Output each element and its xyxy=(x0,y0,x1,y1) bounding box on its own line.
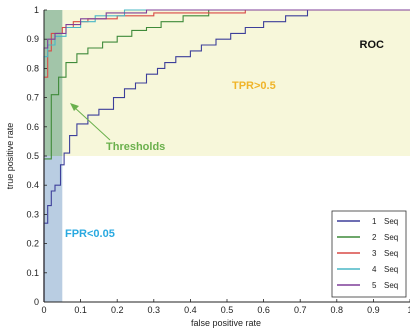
x-tick-label: 0.4 xyxy=(184,305,197,315)
overlap-region xyxy=(44,10,63,156)
y-tick-label: 1 xyxy=(34,5,39,15)
x-tick-label: 0.2 xyxy=(111,305,124,315)
fpr-label: FPR<0.05 xyxy=(65,228,115,240)
x-tick-label: 0.8 xyxy=(331,305,344,315)
x-tick-label: 0.9 xyxy=(367,305,380,315)
thresholds-label: Thresholds xyxy=(106,141,165,153)
legend-suffix-1: Seq xyxy=(384,217,398,226)
x-tick-label: 0 xyxy=(41,305,46,315)
legend-suffix-2: Seq xyxy=(384,233,398,242)
y-tick-label: 0.5 xyxy=(26,151,39,161)
x-axis-label: false positive rate xyxy=(191,318,261,328)
x-tick-label: 0.1 xyxy=(74,305,87,315)
x-tick-label: 1 xyxy=(407,305,410,315)
series-layer xyxy=(43,9,410,302)
legend-label-2: 2 xyxy=(372,233,377,242)
y-tick-label: 0.6 xyxy=(26,122,39,132)
x-tick-label: 0.6 xyxy=(257,305,270,315)
y-tick-label: 0.1 xyxy=(26,268,39,278)
legend: 1 Seq 2 Seq 3 Seq 4 Seq 5 Seq xyxy=(331,210,407,298)
y-tick-label: 0.2 xyxy=(26,239,39,249)
plot-background xyxy=(44,10,410,302)
thresholds-arrow xyxy=(70,103,111,141)
x-tick-label: 0.5 xyxy=(221,305,234,315)
legend-suffix-5: Seq xyxy=(384,281,398,290)
legend-suffix-3: Seq xyxy=(384,249,398,258)
legend-label-3: 3 xyxy=(372,249,377,258)
y-tick-label: 0.4 xyxy=(26,180,39,190)
series-line-5 xyxy=(43,9,410,302)
legend-label-4: 4 xyxy=(372,265,377,274)
tpr-label: TPR>0.5 xyxy=(232,80,276,92)
legend-box xyxy=(331,210,407,298)
y-tick-label: 0.3 xyxy=(26,209,39,219)
y-tick-label: 0.9 xyxy=(26,34,39,44)
x-tick-label: 0.7 xyxy=(294,305,307,315)
y-tick-label: 0.8 xyxy=(26,63,39,73)
series-line-2 xyxy=(43,9,410,302)
y-tick-label: 0.7 xyxy=(26,93,39,103)
ticks-layer: 0 0.1 0.2 0.3 0.4 0.5 0.6 0.7 0.8 0.9 1 0 0.1 0.2 0.3 0… xyxy=(26,5,410,315)
legend-suffix-4: Seq xyxy=(384,265,398,274)
y-tick-label: 0 xyxy=(34,297,39,307)
legend-label-1: 1 xyxy=(372,217,377,226)
y-axis-label: true positive rate xyxy=(5,123,15,190)
tpr-region xyxy=(44,10,410,156)
x-tick-label: 0.3 xyxy=(148,305,161,315)
legend-label-5: 5 xyxy=(372,281,377,290)
series-line-1 xyxy=(43,9,410,302)
roc-label: ROC xyxy=(360,39,385,51)
